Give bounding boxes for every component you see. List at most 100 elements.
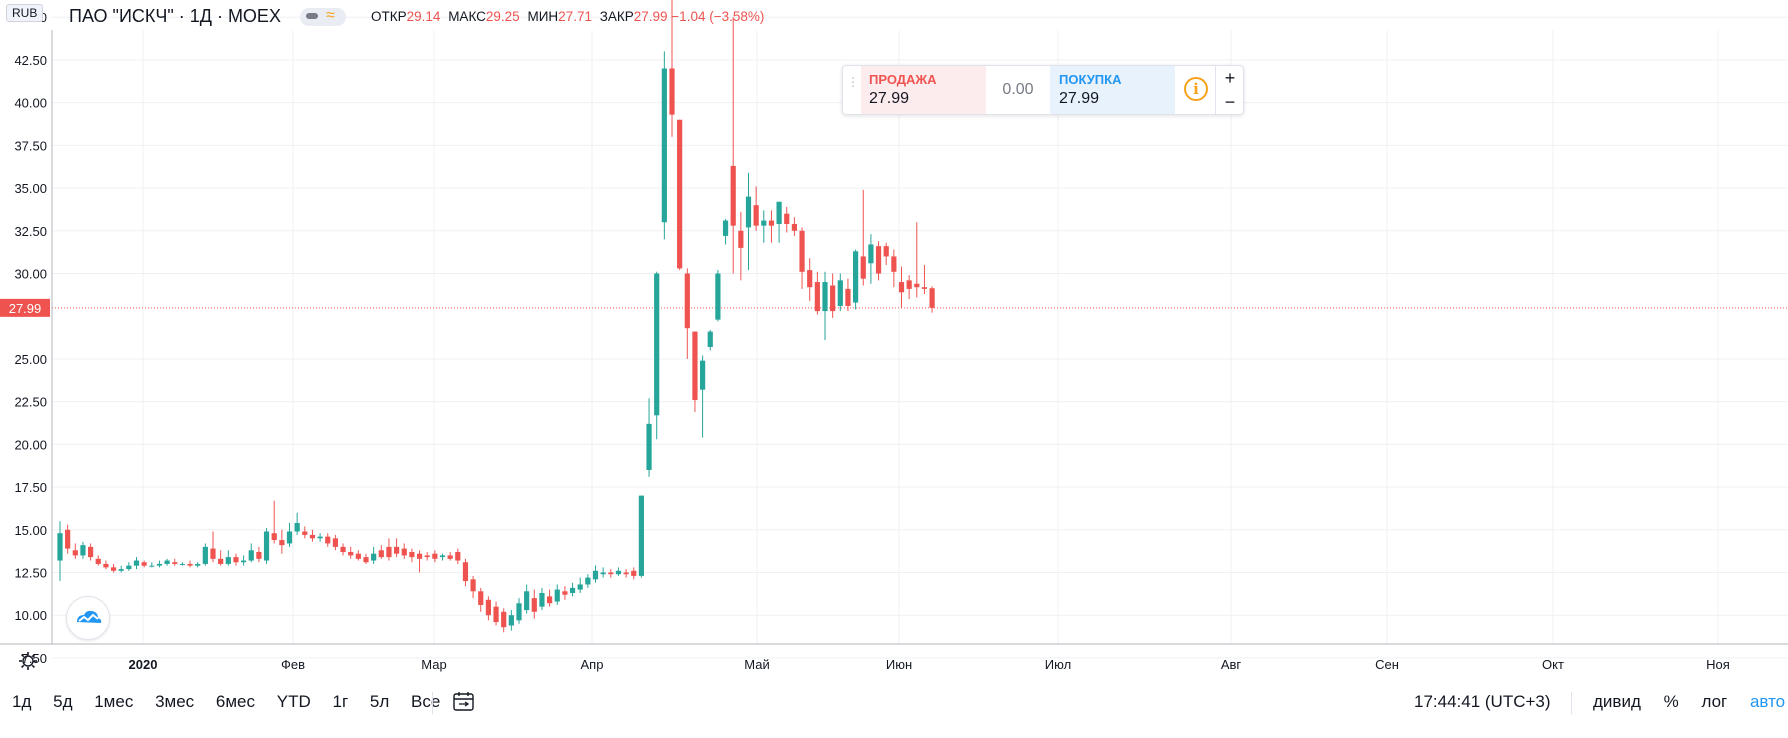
candle [439, 553, 446, 561]
period-1m[interactable]: 1мес [94, 692, 134, 711]
plus-button[interactable]: + [1224, 68, 1236, 88]
candle [271, 500, 277, 544]
candle-body [921, 287, 928, 289]
candle [263, 528, 270, 564]
candle [608, 569, 614, 578]
candle [317, 533, 323, 542]
time-axis[interactable]: 2020 Фев Мар Апр Май Июн Июл Авг Сен Окт Ноя [0, 643, 1788, 672]
candle-body [768, 220, 775, 226]
buy-button[interactable]: ПОКУПКА 27.99 [1050, 66, 1175, 114]
candle-body [371, 553, 377, 561]
candle-body [501, 611, 507, 628]
candle [57, 521, 63, 582]
y-tick-label: 12.50 [14, 565, 47, 580]
y-tick-label: 35.00 [14, 181, 47, 196]
x-tick-label: Апр [581, 657, 604, 672]
auto-toggle[interactable]: авто [1749, 692, 1786, 711]
period-3m[interactable]: 3мес [155, 692, 195, 711]
period-5d[interactable]: 5д [53, 692, 73, 711]
candle [218, 550, 224, 566]
candle [547, 589, 553, 607]
y-tick-label: 25.00 [14, 352, 47, 367]
candle [179, 562, 185, 566]
tradingview-logo-icon[interactable] [66, 596, 110, 640]
chart-style-toggle[interactable]: ≈ [300, 7, 346, 26]
period-ytd[interactable]: YTD [276, 692, 311, 711]
candle-body [72, 550, 78, 556]
price-axis[interactable]: 45.0042.5040.0037.5035.0032.5030.0025.00… [0, 10, 53, 666]
candle [914, 222, 920, 298]
candle-body [57, 533, 63, 561]
candle [891, 249, 897, 288]
candle [753, 186, 759, 231]
symbol-title[interactable]: ПАО "ИСКЧ" · 1Д · MOEX [69, 6, 281, 26]
candle [592, 565, 599, 583]
candle-body [363, 557, 369, 563]
candle [700, 355, 706, 438]
candle [715, 270, 721, 322]
candle-body [179, 563, 185, 565]
sell-button[interactable]: ПРОДАЖА 27.99 [861, 66, 986, 114]
candle-body [799, 230, 805, 272]
candle-body [455, 551, 461, 561]
candle-body [722, 220, 729, 236]
candle-body [141, 562, 147, 566]
candle [493, 601, 499, 626]
candle-body [669, 68, 675, 115]
candle-body [202, 546, 208, 564]
candle [929, 286, 935, 313]
candle [600, 567, 606, 578]
settings-gear-icon[interactable] [18, 651, 38, 671]
candle-body [95, 558, 101, 564]
candle-body [853, 251, 859, 303]
spread-value: 0.00 [1002, 81, 1034, 98]
sell-label: ПРОДАЖА [869, 72, 937, 87]
dividends-toggle[interactable]: дивид [1593, 692, 1641, 711]
period-1d[interactable]: 1д [12, 692, 32, 711]
y-tick-label: 30.00 [14, 267, 47, 282]
clock-readout[interactable]: 17:44:41 (UTC+3) [1414, 692, 1551, 711]
candle-body [661, 68, 667, 223]
buy-price: 27.99 [1059, 90, 1100, 107]
drag-handle-icon[interactable]: ⋮⋮ [847, 75, 873, 89]
candle-body [929, 288, 935, 308]
candle [462, 558, 469, 587]
period-1y[interactable]: 1г [332, 692, 349, 711]
candle-body [187, 563, 193, 566]
log-toggle[interactable]: лог [1701, 692, 1728, 711]
candle-body [233, 557, 239, 563]
candle-body [355, 553, 361, 559]
candle [233, 553, 239, 566]
percent-toggle[interactable]: % [1663, 692, 1679, 711]
period-6m[interactable]: 6мес [215, 692, 256, 711]
candle [585, 574, 591, 588]
candle-body [378, 550, 384, 558]
x-tick-label: Ноя [1706, 657, 1730, 672]
candle [432, 550, 438, 563]
ohlc-high-value: 29.25 [485, 9, 520, 24]
minus-pill-icon [306, 13, 318, 19]
candle-body [447, 555, 453, 559]
minus-button[interactable]: − [1224, 92, 1236, 112]
candle-body [263, 531, 270, 561]
candle [508, 610, 514, 631]
period-5y[interactable]: 5л [369, 692, 390, 711]
candle [745, 172, 752, 271]
candle [562, 586, 568, 600]
x-tick-label: Фев [281, 657, 305, 672]
candle [363, 553, 369, 564]
candle-body [80, 545, 86, 556]
cloud-logo-icon [77, 610, 102, 623]
candle [141, 560, 147, 568]
candle-body [256, 551, 262, 559]
period-selector: 1д 5д 1мес 3мес 6мес YTD 1г 5л Все [12, 692, 457, 712]
candle [355, 550, 361, 561]
candle-body [462, 562, 469, 582]
currency-badge[interactable]: RUB [6, 4, 44, 22]
period-all[interactable]: Все [410, 692, 441, 711]
info-icon[interactable]: i [1184, 77, 1208, 101]
date-range-icon[interactable] [452, 691, 476, 713]
candle-body [516, 603, 522, 621]
candle-body [156, 563, 163, 566]
